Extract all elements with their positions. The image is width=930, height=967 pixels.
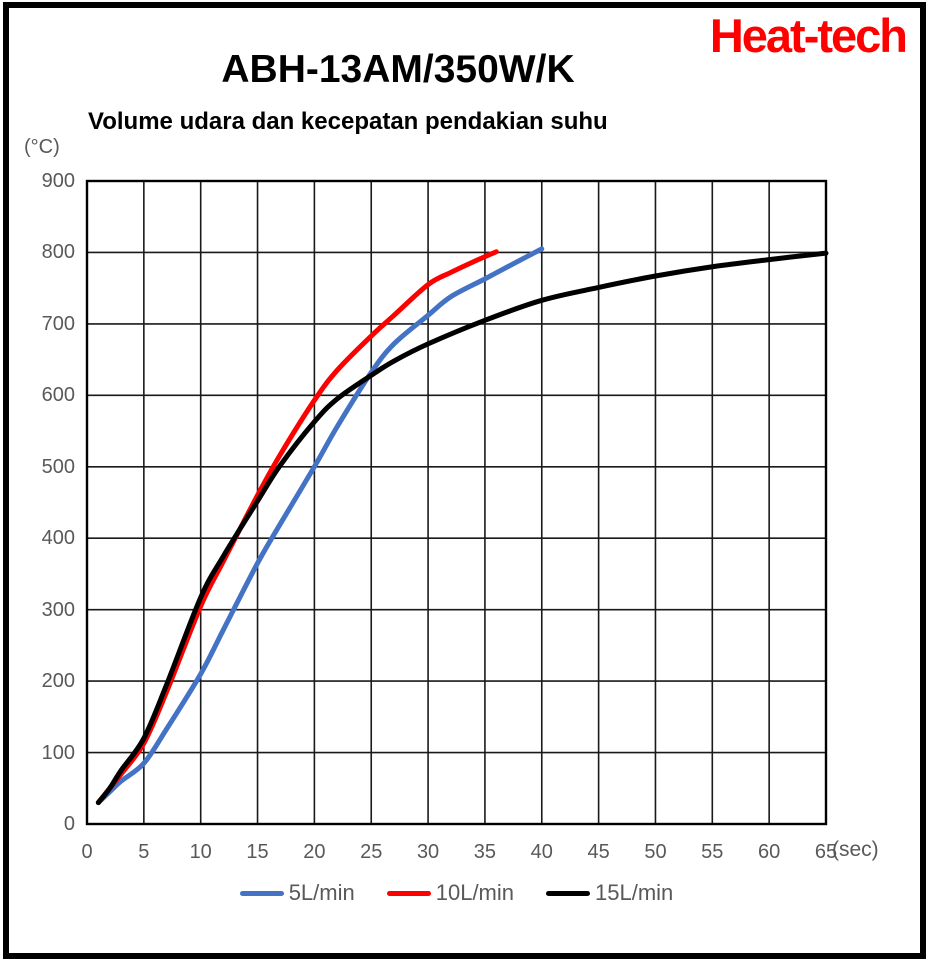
y-axis-unit: (°C)	[24, 136, 60, 158]
y-tick-label: 800	[41, 241, 75, 264]
plot-border	[85, 179, 828, 826]
legend-item-10lmin: 10L/min	[386, 880, 515, 906]
x-tick-label: 15	[246, 841, 269, 863]
legend-swatch	[546, 890, 591, 896]
chart-legend: 5L/min 10L/min 15L/min	[87, 880, 826, 906]
x-tick-label: 25	[360, 841, 383, 863]
x-tick-label: 20	[303, 841, 326, 863]
x-axis-unit: (sec)	[832, 838, 879, 861]
series-line-10lmin	[95, 249, 499, 806]
x-tick-label: 0	[81, 841, 93, 863]
series-line-15lmin	[95, 250, 829, 806]
y-tick-label: 400	[41, 527, 75, 550]
x-tick-label: 50	[644, 841, 667, 863]
legend-swatch	[239, 890, 284, 896]
x-tick-label: 65	[814, 841, 838, 863]
legend-item-5lmin: 5L/min	[239, 880, 355, 906]
page-title: ABH-13AM/350W/K	[221, 48, 575, 91]
x-tick-label: 30	[416, 841, 440, 863]
x-tick-label: 40	[530, 841, 553, 863]
x-tick-label: 55	[701, 841, 724, 863]
y-tick-label: 300	[41, 598, 75, 621]
y-tick-label: 700	[41, 312, 75, 335]
grid-lines	[86, 180, 827, 825]
y-tick-label: 900	[41, 170, 75, 192]
series-line-5lmin	[95, 246, 545, 806]
y-tick-label: 100	[41, 741, 75, 764]
x-tick-label: 45	[587, 841, 610, 863]
chart-subtitle: Volume udara dan kecepatan pendakian suh…	[88, 108, 608, 135]
x-tick-label: 10	[189, 841, 212, 863]
x-tick-label: 35	[473, 841, 497, 863]
y-tick-label: 0	[63, 813, 75, 835]
x-tick-label: 5	[138, 841, 150, 863]
y-tick-label: 500	[41, 455, 75, 478]
legend-item-15lmin: 15L/min	[546, 880, 673, 906]
y-tick-label: 600	[41, 384, 75, 407]
brand-logo: Heat-tech	[709, 9, 908, 62]
y-tick-label: 200	[41, 670, 75, 693]
x-tick-label: 60	[758, 841, 781, 863]
legend-label: 5L/min	[288, 880, 355, 905]
legend-label: 15L/min	[595, 880, 674, 905]
legend-label: 10L/min	[435, 880, 515, 905]
legend-swatch	[386, 890, 431, 896]
